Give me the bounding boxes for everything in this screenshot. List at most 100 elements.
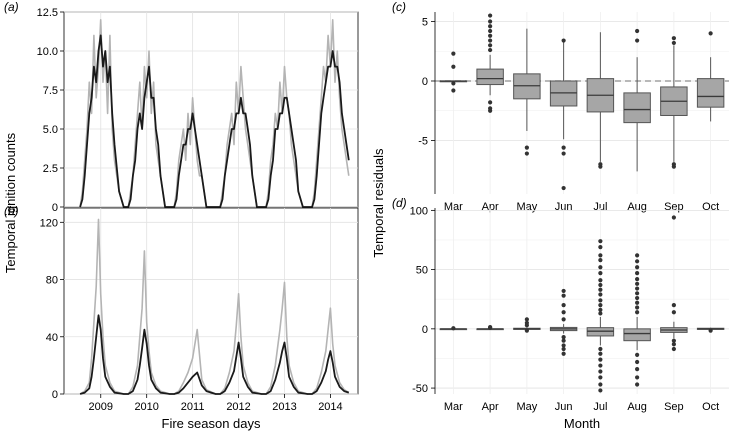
outlier-point	[635, 28, 640, 34]
outlier-point	[488, 19, 493, 24]
outlier-point	[635, 305, 640, 310]
outlier-point	[561, 310, 566, 315]
outlier-point	[598, 253, 603, 258]
box-oct	[696, 31, 725, 122]
outlier-point	[671, 164, 676, 169]
outlier-point	[488, 33, 493, 38]
outlier-point	[635, 286, 640, 291]
outlier-point	[488, 28, 493, 34]
panel-a-frame	[63, 11, 359, 208]
outlier-point	[561, 338, 566, 343]
y-tick-label: 0	[422, 76, 428, 88]
outlier-point	[524, 317, 529, 322]
outlier-point	[598, 351, 603, 356]
outlier-point	[598, 271, 603, 276]
x-tick-label: 2013	[272, 401, 296, 413]
outlier-point	[524, 151, 529, 156]
x-tick-label: Sep	[664, 401, 684, 413]
box-jul	[586, 239, 615, 393]
y-tick-label: 5.0	[43, 124, 58, 136]
outlier-point	[635, 352, 640, 358]
right-y-axis-title: Temporal residuals	[371, 148, 386, 258]
outlier-point	[635, 253, 640, 258]
outlier-point	[598, 311, 603, 316]
outlier-point	[451, 64, 456, 69]
box-body	[476, 68, 504, 86]
outlier-point	[598, 287, 603, 292]
outlier-point	[524, 328, 529, 333]
y-tick-label: 80	[46, 275, 58, 287]
outlier-point	[598, 363, 603, 368]
left-y-axis-title: Temporal ignition counts	[3, 132, 18, 273]
outlier-point	[598, 258, 603, 263]
x-tick-label: Jul	[593, 401, 607, 413]
box-jun	[549, 288, 578, 356]
box-body	[696, 78, 725, 108]
outlier-point	[598, 265, 603, 270]
outlier-point	[708, 31, 713, 36]
outlier-point	[635, 382, 640, 387]
black-series-line	[79, 34, 350, 208]
x-tick-label: 2011	[181, 401, 205, 413]
y-tick-label: 12.5	[37, 7, 58, 19]
outlier-point	[635, 295, 640, 301]
outlier-point	[635, 359, 640, 365]
outlier-point	[451, 81, 456, 86]
box-apr	[476, 13, 504, 113]
outlier-point	[488, 100, 493, 105]
x-tick-label: 2009	[89, 401, 113, 413]
panel-b-x-ticks: 2009 2010 2011 2012 2013 2014	[89, 394, 343, 413]
y-tick-label: 120	[40, 217, 58, 229]
outlier-point	[671, 36, 676, 41]
y-tick-label: 10.0	[37, 46, 58, 58]
outlier-point	[488, 108, 493, 113]
outlier-point	[635, 367, 640, 372]
panel-c-tag: (c)	[392, 0, 406, 14]
y-tick-label: 0	[422, 324, 428, 336]
x-tick-label: 2012	[226, 401, 250, 413]
outlier-point	[671, 310, 676, 315]
x-tick-label: Aug	[627, 401, 647, 413]
y-tick-label: 5	[422, 17, 428, 29]
panel-b-frame	[63, 207, 359, 395]
outlier-point	[561, 343, 566, 348]
box-jul	[586, 32, 615, 169]
box-sep	[660, 36, 688, 169]
x-tick-label: Oct	[702, 401, 719, 413]
outlier-point	[561, 38, 566, 43]
y-tick-label: -5	[418, 135, 428, 147]
y-tick-label: 7.5	[43, 85, 58, 97]
outlier-point	[598, 375, 603, 380]
panel-d-tag: (d)	[392, 196, 407, 210]
panel-b-series	[79, 218, 350, 395]
outlier-point	[598, 282, 603, 288]
box-sep	[660, 215, 688, 352]
panel-a-series	[79, 18, 350, 208]
outlier-point	[671, 303, 676, 308]
outlier-point	[488, 38, 493, 43]
outlier-point	[671, 338, 676, 343]
outlier-point	[524, 145, 529, 150]
outlier-point	[451, 326, 456, 331]
panel-c-y-ticks: -5 0 5	[418, 12, 436, 194]
panel-d-boxes	[439, 215, 725, 393]
outlier-point	[598, 307, 603, 312]
outlier-point	[598, 346, 603, 352]
panel-a-y-ticks: 0 2.5 5.0 7.5 10.0 12.5	[37, 7, 64, 214]
outlier-point	[561, 288, 566, 294]
outlier-point	[635, 281, 640, 286]
panel-a: 0 2.5 5.0 7.5 10.0 12.5 (a)	[4, 0, 359, 214]
box-oct	[696, 327, 725, 333]
outlier-point	[635, 300, 640, 305]
outlier-point	[635, 276, 640, 282]
box-body	[623, 92, 651, 124]
outlier-point	[598, 369, 603, 374]
x-tick-label: Apr	[482, 401, 499, 413]
outlier-point	[635, 310, 640, 315]
box-may	[513, 28, 541, 156]
panel-c-boxes	[439, 13, 725, 191]
outlier-point	[635, 259, 640, 264]
outlier-point	[598, 278, 603, 283]
outlier-point	[488, 13, 493, 18]
